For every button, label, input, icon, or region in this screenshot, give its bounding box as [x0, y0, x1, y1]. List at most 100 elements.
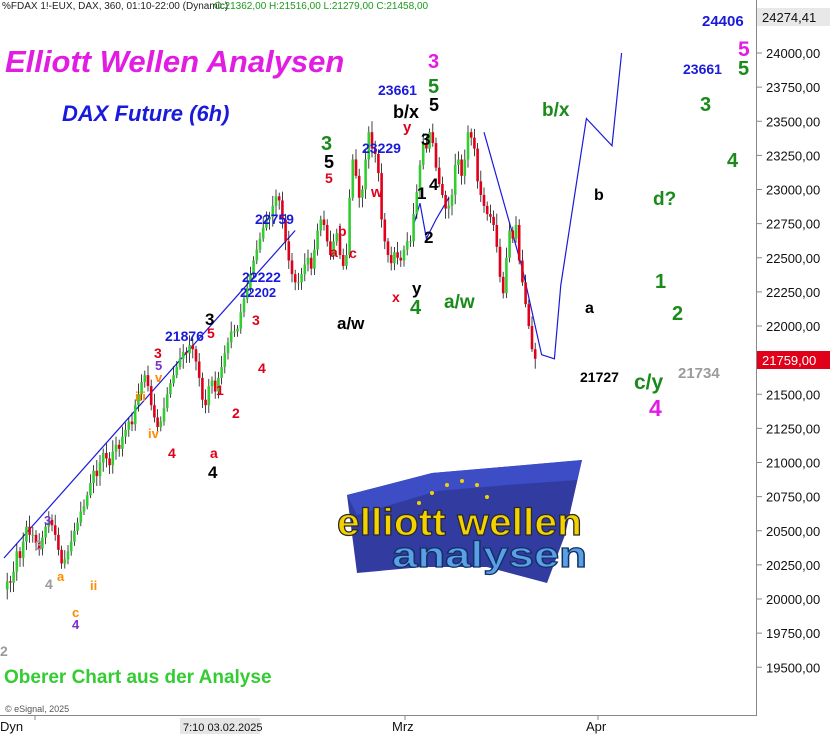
candle-body: [50, 519, 54, 526]
candle-body: [444, 194, 447, 209]
candle-body: [469, 132, 473, 138]
candle-body: [367, 132, 371, 160]
candle-body: [431, 132, 435, 144]
candle-body: [217, 377, 220, 392]
y-tick-label: 23250,00: [766, 148, 820, 163]
candle-body: [511, 230, 515, 239]
candle-body: [207, 386, 211, 406]
wave-labels: 3 5 b/x 5 y 3 1 4 2 y x 4 a/w b/x b a c/…: [0, 38, 750, 659]
candle-body: [162, 407, 166, 422]
candle-body: [517, 224, 521, 261]
candle-body: [428, 132, 431, 149]
candle-body: [281, 200, 284, 220]
chart-subtitle: DAX Future (6h): [62, 101, 229, 126]
candle-body: [533, 349, 537, 359]
y-tick-label: 20000,00: [766, 592, 820, 607]
wave-label: 1: [417, 184, 426, 203]
candle-body: [463, 159, 467, 176]
wave-label: 2: [424, 228, 433, 247]
candle-body: [309, 257, 313, 269]
price-annotation: 23229: [362, 140, 401, 156]
wave-label: b/x: [393, 102, 419, 122]
candle-body: [223, 353, 227, 367]
candle-body: [15, 551, 19, 572]
candle-body: [319, 219, 323, 231]
candle-body: [383, 219, 387, 242]
candle-body: [255, 249, 259, 261]
candle-body: [297, 282, 300, 284]
candle-body: [188, 345, 191, 354]
candle-body: [265, 219, 268, 228]
candle-body: [242, 298, 246, 313]
candle-body: [447, 205, 451, 209]
candle-body: [18, 551, 22, 559]
candle-body: [399, 257, 403, 261]
candle-body: [373, 148, 377, 155]
wave-label: 3: [421, 130, 430, 149]
copyright: © eSignal, 2025: [5, 704, 69, 714]
wave-label: 4: [72, 617, 80, 632]
x-label-date-box: [180, 718, 260, 734]
wave-label: 5: [738, 58, 749, 80]
candle-body: [450, 194, 454, 206]
chart-title: Elliott Wellen Analysen: [5, 44, 344, 79]
y-tick-label: 22750,00: [766, 217, 820, 232]
candle-body: [425, 143, 428, 149]
candle-body: [149, 386, 153, 406]
candle-body: [332, 241, 335, 256]
candle-body: [169, 383, 172, 395]
wave-label: 5: [325, 170, 333, 186]
candle-body: [479, 181, 483, 195]
candle-body: [76, 522, 79, 531]
candle-body: [300, 274, 303, 283]
candle-body: [492, 216, 495, 225]
wave-label: a: [585, 300, 594, 317]
wave-label: c: [72, 605, 79, 620]
candle-body: [201, 377, 204, 400]
candle-body: [25, 526, 28, 542]
candle-body: [357, 175, 361, 198]
candle-body: [380, 173, 383, 220]
y-tick-label: 21000,00: [766, 456, 820, 471]
candle-body: [245, 287, 249, 299]
candle-body: [89, 482, 92, 496]
wave-label: 5: [738, 38, 750, 61]
candle-body: [34, 534, 38, 544]
candle-body: [140, 381, 143, 395]
candle-body: [204, 399, 207, 406]
candle-body: [441, 184, 444, 195]
candle-body: [191, 345, 195, 350]
wave-label: a: [330, 244, 338, 260]
candle-body: [57, 534, 60, 550]
candle-body: [175, 366, 179, 376]
wave-label: iii: [135, 389, 146, 404]
wave-label: 4: [429, 175, 439, 194]
candle-body: [133, 405, 137, 425]
wave-label: b: [338, 223, 347, 239]
time-axis: [0, 715, 757, 734]
candle-body: [351, 159, 355, 198]
y-tick-label: 24000,00: [766, 46, 820, 61]
candle-body: [498, 246, 502, 277]
wave-label: 3: [252, 312, 260, 328]
candle-body: [197, 361, 201, 378]
wave-label: d?: [653, 189, 676, 210]
candle-body: [114, 444, 118, 452]
candle-body: [159, 421, 163, 428]
candle-body: [233, 331, 236, 333]
candle-body: [341, 255, 345, 266]
candle-body: [9, 581, 12, 583]
candle-body: [252, 260, 255, 275]
candle-body: [303, 264, 307, 275]
candle-body: [287, 241, 291, 261]
candle-body: [274, 196, 278, 206]
wave-label: 5: [324, 152, 334, 172]
candle-body: [185, 351, 188, 354]
candle-body: [508, 230, 511, 258]
candle-body: [165, 394, 169, 408]
candle-body: [101, 452, 105, 463]
candle-body: [521, 260, 524, 283]
candle-body: [409, 241, 412, 243]
wave-label: x: [392, 289, 400, 305]
